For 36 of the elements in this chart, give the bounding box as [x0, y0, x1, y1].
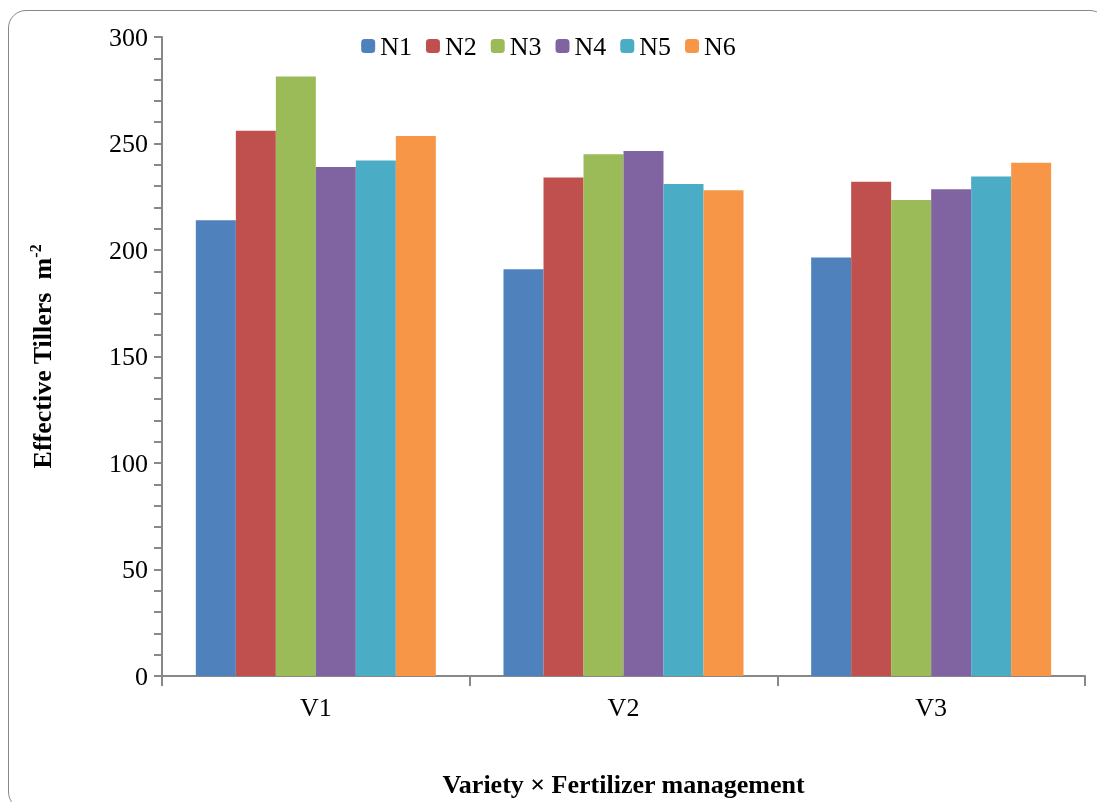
y-tick-label: 200	[109, 235, 148, 265]
bar	[623, 150, 664, 676]
legend-label: N2	[444, 31, 477, 61]
bar	[583, 154, 624, 676]
legend-label: N5	[639, 31, 672, 61]
bar	[195, 220, 236, 676]
x-axis-title: Variety × Fertilizer management	[442, 769, 805, 799]
bar	[1011, 162, 1052, 676]
y-tick-label: 250	[109, 129, 148, 158]
legend-label: N1	[380, 31, 412, 61]
x-tick-label: V1	[299, 692, 332, 722]
y-tick-label: 150	[109, 342, 148, 371]
x-tick-label: V3	[915, 692, 948, 722]
y-axis-title: Effective Tillers m-2	[26, 244, 57, 469]
bar	[851, 181, 892, 676]
legend-label: N6	[704, 31, 736, 61]
y-tick-label: 50	[122, 555, 148, 584]
bar	[663, 183, 704, 676]
bar	[931, 189, 972, 676]
bar	[503, 269, 544, 676]
x-tick-label: V2	[607, 692, 640, 722]
bar	[543, 177, 584, 676]
bar	[971, 176, 1012, 676]
bar	[891, 199, 932, 676]
y-tick-label: 100	[109, 448, 148, 478]
bar	[275, 76, 316, 676]
bar	[315, 166, 356, 676]
y-tick-label: 0	[135, 661, 148, 691]
legend-label: N4	[574, 31, 607, 61]
legend-label: N3	[509, 31, 542, 61]
bar	[355, 160, 396, 676]
bar	[235, 130, 276, 676]
bar	[395, 136, 436, 676]
y-tick-label: 300	[109, 22, 148, 52]
bar	[703, 190, 744, 676]
bar	[811, 257, 852, 676]
